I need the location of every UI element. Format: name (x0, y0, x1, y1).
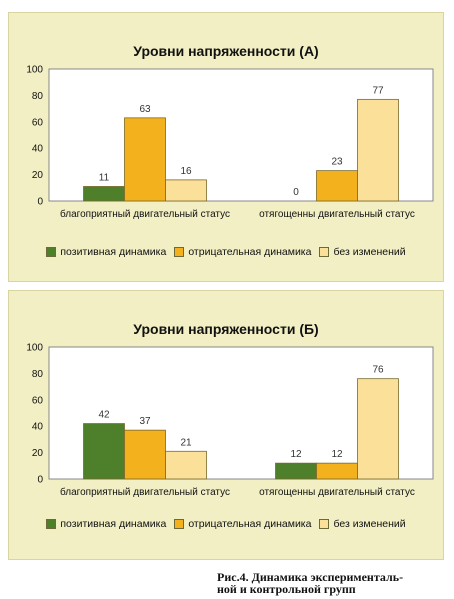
legend-item-negative: отрицательная динамика (174, 246, 311, 258)
legend-item-nochange: без изменений (319, 518, 406, 530)
legend-label-positive: позитивная динамика (60, 518, 167, 530)
bar (124, 117, 166, 202)
bar (165, 179, 207, 202)
bar (357, 98, 399, 202)
bar-value-label: 11 (99, 172, 110, 183)
legend-label-nochange: без изменений (333, 518, 406, 530)
x-category-label: благоприятный двигательный статус (60, 486, 230, 498)
chart-panel-b: Уровни напряженности (Б) 0 20 40 60 80 100 42 3… (8, 290, 444, 560)
legend-b: позитивная динамика отрицательная динами… (9, 518, 443, 530)
legend-swatch-positive (46, 519, 57, 529)
bar-value-label: 37 (139, 416, 151, 427)
legend-label-positive: позитивная динамика (60, 246, 167, 258)
chart-title-a: Уровни напряженности (А) (133, 43, 319, 59)
legend-label-nochange: без изменений (333, 246, 406, 258)
y-tick-label: 20 (32, 170, 44, 181)
legend-item-positive: позитивная динамика (46, 518, 166, 530)
chart-a-svg: 0 20 40 60 80 100 11 63 16 благоприятный двигател… (26, 65, 434, 220)
caption-line-1: Рис.4. Динамика эксперименталь- (217, 570, 404, 584)
y-tick-label: 0 (37, 197, 43, 208)
y-tick-label: 60 (32, 395, 44, 406)
legend-item-negative: отрицательная динамика (174, 518, 311, 530)
chart-panel-a: Уровни напряженности (А) 0 20 40 60 80 100 11 6… (8, 12, 444, 282)
y-tick-label: 40 (32, 144, 44, 155)
legend-label-negative: отрицательная динамика (188, 246, 312, 258)
bar-value-label: 12 (331, 449, 343, 460)
legend-swatch-negative (174, 247, 185, 257)
x-category-label: благоприятный двигательный статус (60, 208, 230, 220)
bar (165, 450, 207, 480)
bar (83, 423, 125, 480)
legend-label-negative: отрицательная динамика (188, 518, 312, 530)
figure-caption: Рис.4. Динамика эксперименталь- ной и ко… (217, 571, 447, 595)
legend-swatch-nochange (319, 519, 330, 529)
bar-value-label: 12 (290, 449, 302, 460)
bar (124, 429, 166, 480)
caption-line-2: ной и контрольной групп (217, 582, 356, 596)
bar-value-label: 21 (180, 437, 192, 448)
y-tick-label: 100 (26, 343, 43, 354)
y-tick-label: 100 (26, 65, 43, 76)
y-tick-label: 80 (32, 91, 44, 102)
bar-value-label: 77 (372, 85, 384, 96)
bar-value-label: 0 (293, 187, 299, 198)
legend-item-nochange: без изменений (319, 246, 406, 258)
bar (316, 462, 358, 480)
bar-value-label: 23 (331, 157, 343, 168)
y-tick-label: 0 (37, 475, 43, 486)
chart-b-svg: 0 20 40 60 80 100 42 37 21 благоприятный двигател… (26, 343, 434, 498)
y-tick-label: 20 (32, 448, 44, 459)
x-category-label: отягощенны двигательный статус (259, 209, 415, 220)
legend-swatch-positive (46, 247, 57, 257)
bar-value-label: 42 (98, 410, 110, 421)
bar (316, 170, 358, 202)
legend-swatch-negative (174, 519, 185, 529)
legend-a: позитивная динамика отрицательная динами… (9, 246, 443, 258)
y-tick-label: 40 (32, 422, 44, 433)
bar (275, 462, 317, 480)
chart-title-b: Уровни напряженности (Б) (133, 321, 319, 337)
legend-item-positive: позитивная динамика (46, 246, 166, 258)
y-tick-label: 60 (32, 117, 44, 128)
bar (357, 378, 399, 480)
bar (83, 186, 125, 202)
x-category-label: отягощенны двигательный статус (259, 487, 415, 498)
bar-value-label: 76 (372, 365, 384, 376)
bar-value-label: 16 (180, 166, 192, 177)
bar-value-label: 63 (139, 104, 151, 115)
y-tick-label: 80 (32, 369, 44, 380)
legend-swatch-nochange (319, 247, 330, 257)
